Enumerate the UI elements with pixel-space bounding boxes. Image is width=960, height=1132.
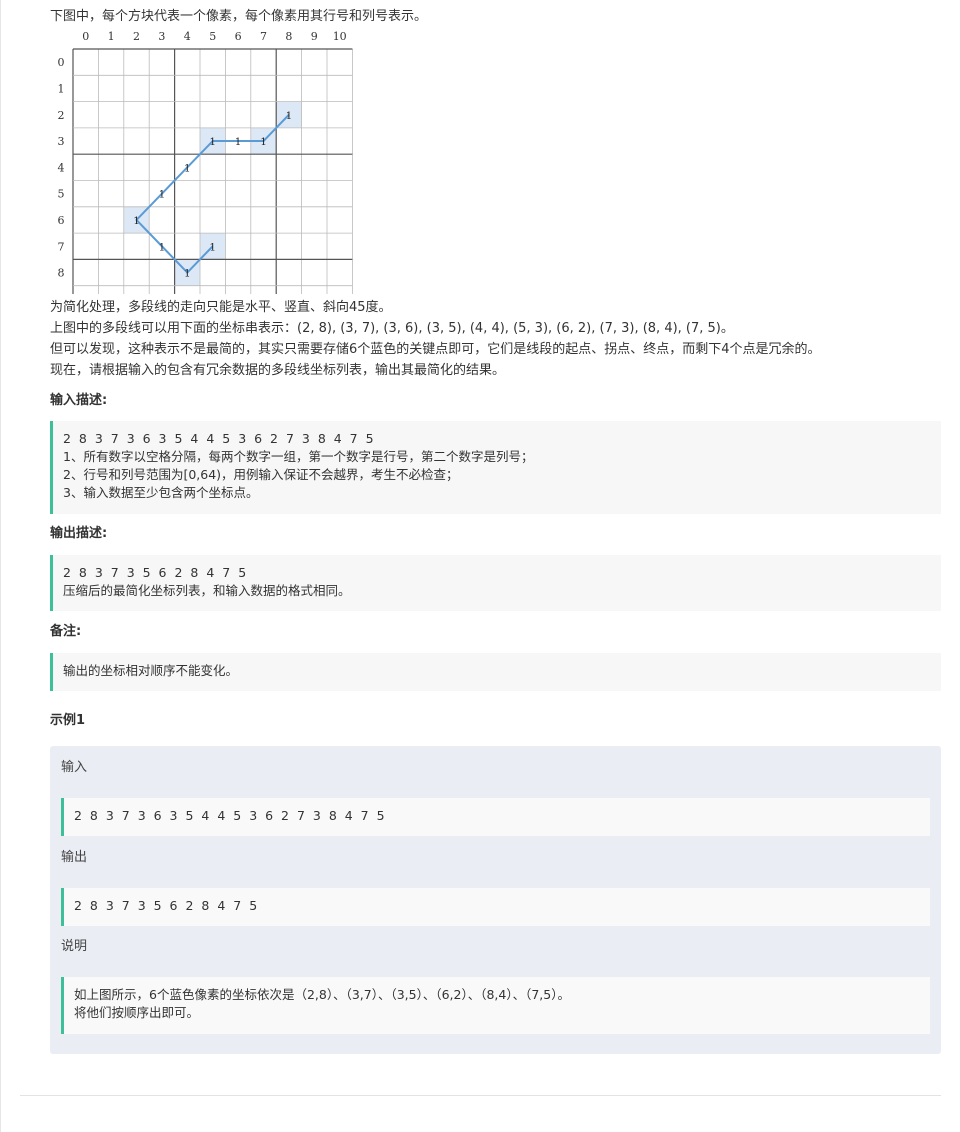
example-output-label: 输出	[61, 850, 88, 865]
note-block: 输出的坐标相对顺序不能变化。	[50, 653, 941, 691]
example-output-code[interactable]: 2 8 3 7 3 5 6 2 8 4 7 5	[61, 888, 930, 926]
output-rule-line: 压缩后的最简化坐标列表，和输入数据的格式相同。	[63, 583, 351, 598]
row-label: 5	[58, 188, 65, 201]
column-label: 9	[311, 30, 318, 43]
input-description-block: 2 8 3 7 3 6 3 5 4 4 5 3 6 2 7 3 8 4 7 5 …	[50, 421, 941, 514]
point-marker: 1	[286, 111, 292, 122]
prose-line: 但可以发现，这种表示不是最简的，其实只需要存储6个蓝色的关键点即可，它们是线段的…	[50, 342, 821, 357]
row-label: 2	[58, 109, 65, 122]
prose-line: 为简化处理，多段线的走向只能是水平、竖直、斜向45度。	[50, 300, 392, 315]
output-description-title: 输出描述:	[50, 526, 108, 541]
column-label: 10	[333, 30, 347, 43]
row-label: 7	[58, 240, 65, 253]
example-input-value: 2 8 3 7 3 6 3 5 4 4 5 3 6 2 7 3 8 4 7 5	[74, 808, 387, 823]
column-label: 4	[184, 30, 191, 43]
point-marker: 1	[159, 242, 165, 253]
example-title: 示例1	[50, 713, 86, 728]
example-explain-line: 将他们按顺序出即可。	[74, 1005, 200, 1020]
example-input-label: 输入	[61, 760, 88, 775]
point-marker: 1	[133, 216, 139, 227]
row-label: 1	[58, 82, 65, 95]
column-label: 5	[209, 30, 216, 43]
point-marker: 1	[184, 269, 190, 280]
example-box: 输入 2 8 3 7 3 6 3 5 4 4 5 3 6 2 7 3 8 4 7…	[50, 746, 941, 1054]
pixel-grid-figure: 0 1 2 3 4 5 6 7 8 9 10 0 1 2 3 4 5 6 7 8 1 1 1 1 1 1 1 1 1 1	[50, 26, 358, 294]
description-prose: 为简化处理，多段线的走向只能是水平、竖直、斜向45度。 上图中的多段线可以用下面…	[50, 297, 821, 381]
input-sample-line: 2 8 3 7 3 6 3 5 4 4 5 3 6 2 7 3 8 4 7 5	[63, 431, 376, 446]
example-explain-line: 如上图所示，6个蓝色像素的坐标依次是（2,8）、（3,7）、（3,5）、（6,2…	[74, 987, 570, 1002]
point-marker: 1	[235, 137, 241, 148]
column-label: 3	[158, 30, 165, 43]
example-explain-label: 说明	[61, 939, 88, 954]
bottom-divider	[20, 1095, 941, 1096]
column-label: 0	[82, 30, 89, 43]
row-label: 6	[58, 214, 65, 227]
note-title: 备注:	[50, 624, 82, 639]
example-input-code[interactable]: 2 8 3 7 3 6 3 5 4 4 5 3 6 2 7 3 8 4 7 5	[61, 798, 930, 836]
output-description-block: 2 8 3 7 3 5 6 2 8 4 7 5 压缩后的最简化坐标列表，和输入数…	[50, 555, 941, 611]
point-marker: 1	[210, 242, 216, 253]
column-label: 1	[108, 30, 115, 43]
point-marker: 1	[260, 137, 266, 148]
column-label: 6	[235, 30, 242, 43]
note-text: 输出的坐标相对顺序不能变化。	[63, 663, 239, 678]
prose-line: 现在，请根据输入的包含有冗余数据的多段线坐标列表，输出其最简化的结果。	[50, 363, 506, 378]
input-rule-line: 2、行号和列号范围为[0,64)，用例输入保证不会越界，考生不必检查；	[63, 467, 459, 482]
page-left-border	[0, 0, 1, 1132]
pixel-grid-svg: 0 1 2 3 4 5 6 7 8 9 10 0 1 2 3 4 5 6 7 8 1 1 1 1 1 1 1 1 1 1	[58, 30, 353, 294]
example-output-value: 2 8 3 7 3 5 6 2 8 4 7 5	[74, 898, 260, 913]
input-description-title: 输入描述:	[50, 393, 108, 408]
example-explain-block: 如上图所示，6个蓝色像素的坐标依次是（2,8）、（3,7）、（3,5）、（6,2…	[61, 977, 930, 1034]
point-marker: 1	[159, 190, 165, 201]
intro-text: 下图中，每个方块代表一个像素，每个像素用其行号和列号表示。	[50, 9, 428, 24]
prose-line: 上图中的多段线可以用下面的坐标串表示：(2, 8), (3, 7), (3, 6…	[50, 321, 734, 336]
column-label: 7	[260, 30, 267, 43]
point-marker: 1	[184, 163, 190, 174]
input-rule-line: 1、所有数字以空格分隔，每两个数字一组，第一个数字是行号，第二个数字是列号；	[63, 449, 534, 464]
point-marker: 1	[210, 137, 216, 148]
row-label: 8	[58, 267, 65, 280]
input-rule-line: 3、输入数据至少包含两个坐标点。	[63, 485, 259, 500]
row-label: 4	[58, 161, 65, 174]
row-label: 3	[58, 135, 65, 148]
polyline-path	[135, 114, 290, 274]
row-label: 0	[58, 56, 65, 69]
column-label: 8	[285, 30, 292, 43]
column-label: 2	[133, 30, 140, 43]
output-sample-line: 2 8 3 7 3 5 6 2 8 4 7 5	[63, 565, 249, 580]
